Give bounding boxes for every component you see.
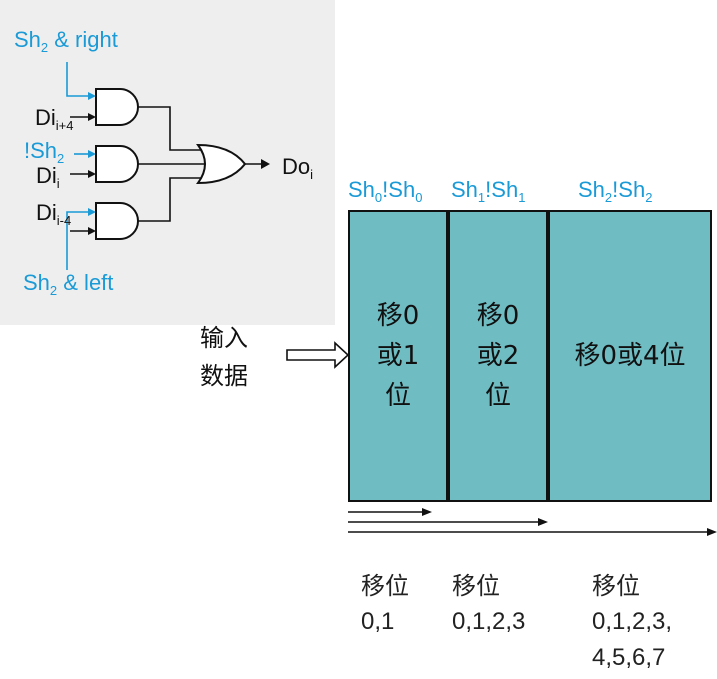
or-gate: [196, 143, 247, 185]
input-arrow: [286, 341, 350, 369]
shift-block-4: 移0或4位: [548, 210, 712, 502]
di-plus4-label: Dii+4: [35, 105, 74, 133]
and-gate-2: [95, 145, 139, 183]
and-gate-1: [95, 88, 139, 126]
sh2-right-label: Sh2 & right: [14, 27, 118, 55]
range-arrow-3: [707, 528, 717, 536]
di-minus4-label: Dii-4: [36, 200, 72, 228]
range-arrow-2: [538, 518, 548, 526]
control-label-1: Sh1!Sh1: [451, 177, 526, 205]
input-data-label: 输入 数据: [200, 324, 248, 390]
shift-range-label-2: 移位 0,1,2,3: [452, 572, 526, 635]
sh2-left-label: Sh2 & left: [23, 270, 114, 298]
and-gate-3: [95, 202, 139, 240]
not-sh2-label: !Sh2: [24, 138, 65, 166]
control-label-0: Sh0!Sh0: [348, 177, 423, 205]
circuit-panel: [0, 0, 335, 325]
shift-range-label-1: 移位 0,1: [361, 572, 409, 635]
control-label-2: Sh2!Sh2: [578, 177, 653, 205]
range-arrow-1: [422, 508, 432, 516]
sh2-right-wire: [66, 62, 90, 97]
di-i-label: Dii: [36, 163, 60, 191]
shift-range-label-3: 移位 0,1,2,3, 4,5,6,7: [592, 572, 673, 671]
do-i-label: Doi: [282, 154, 314, 182]
shift-block-1: 移0 或1 位: [348, 210, 448, 502]
sh2-left-wire: [66, 211, 90, 270]
shift-block-2: 移0 或2 位: [448, 210, 548, 502]
